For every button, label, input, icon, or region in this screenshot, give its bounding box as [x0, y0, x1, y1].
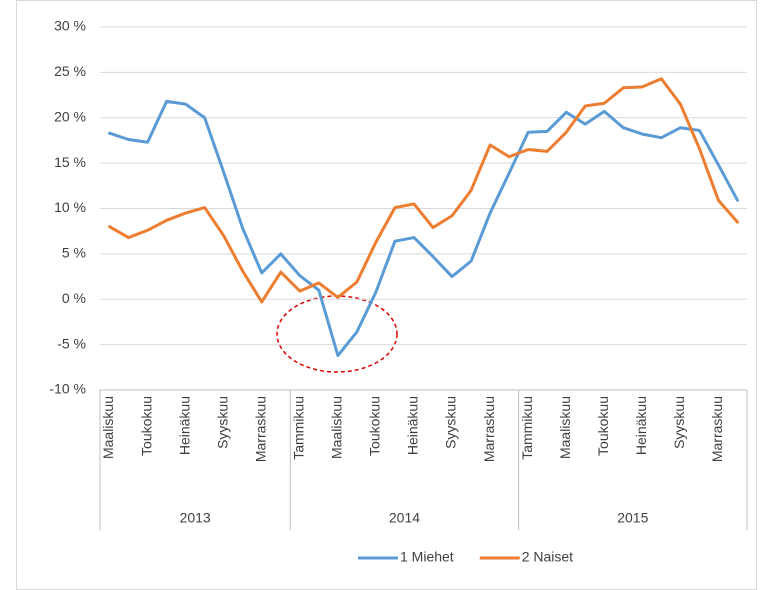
y-tick-label: 25 % — [54, 63, 86, 79]
x-tick-label: Heinäkuu — [405, 396, 421, 455]
y-tick-label: 30 % — [54, 18, 86, 34]
x-tick-label: Heinäkuu — [633, 396, 649, 455]
x-tick-label: Maaliskuu — [557, 396, 573, 459]
x-tick-label: Marraskuu — [252, 396, 268, 462]
x-tick-label: Marraskuu — [709, 396, 725, 462]
y-tick-label: -10 % — [49, 381, 86, 397]
chart-frame — [16, 0, 757, 590]
x-tick-label: Marraskuu — [481, 396, 497, 462]
x-tick-label: Toukokuu — [367, 396, 383, 456]
y-tick-label: 10 % — [54, 199, 86, 215]
y-tick-label: 5 % — [62, 245, 86, 261]
y-tick-label: 20 % — [54, 108, 86, 124]
x-tick-label: Toukokuu — [138, 396, 154, 456]
x-group-label: 2013 — [180, 510, 211, 526]
x-tick-label: Syyskuu — [671, 396, 687, 449]
x-tick-label: Syyskuu — [214, 396, 230, 449]
x-tick-label: Heinäkuu — [176, 396, 192, 455]
x-tick-label: Toukokuu — [595, 396, 611, 456]
legend-label: 2 Naiset — [522, 549, 573, 565]
x-group-label: 2015 — [617, 510, 648, 526]
x-tick-label: Tammikuu — [519, 396, 535, 460]
x-tick-label: Maaliskuu — [329, 396, 345, 459]
x-tick-label: Syyskuu — [443, 396, 459, 449]
x-tick-label: Maaliskuu — [100, 396, 116, 459]
legend-label: 1 Miehet — [400, 549, 454, 565]
y-tick-label: 15 % — [54, 154, 86, 170]
x-tick-label: Tammikuu — [291, 396, 307, 460]
series-line — [108, 99, 739, 358]
series-line — [108, 77, 739, 304]
y-tick-label: 0 % — [62, 290, 86, 306]
x-group-label: 2014 — [389, 510, 420, 526]
y-tick-label: -5 % — [57, 335, 86, 351]
